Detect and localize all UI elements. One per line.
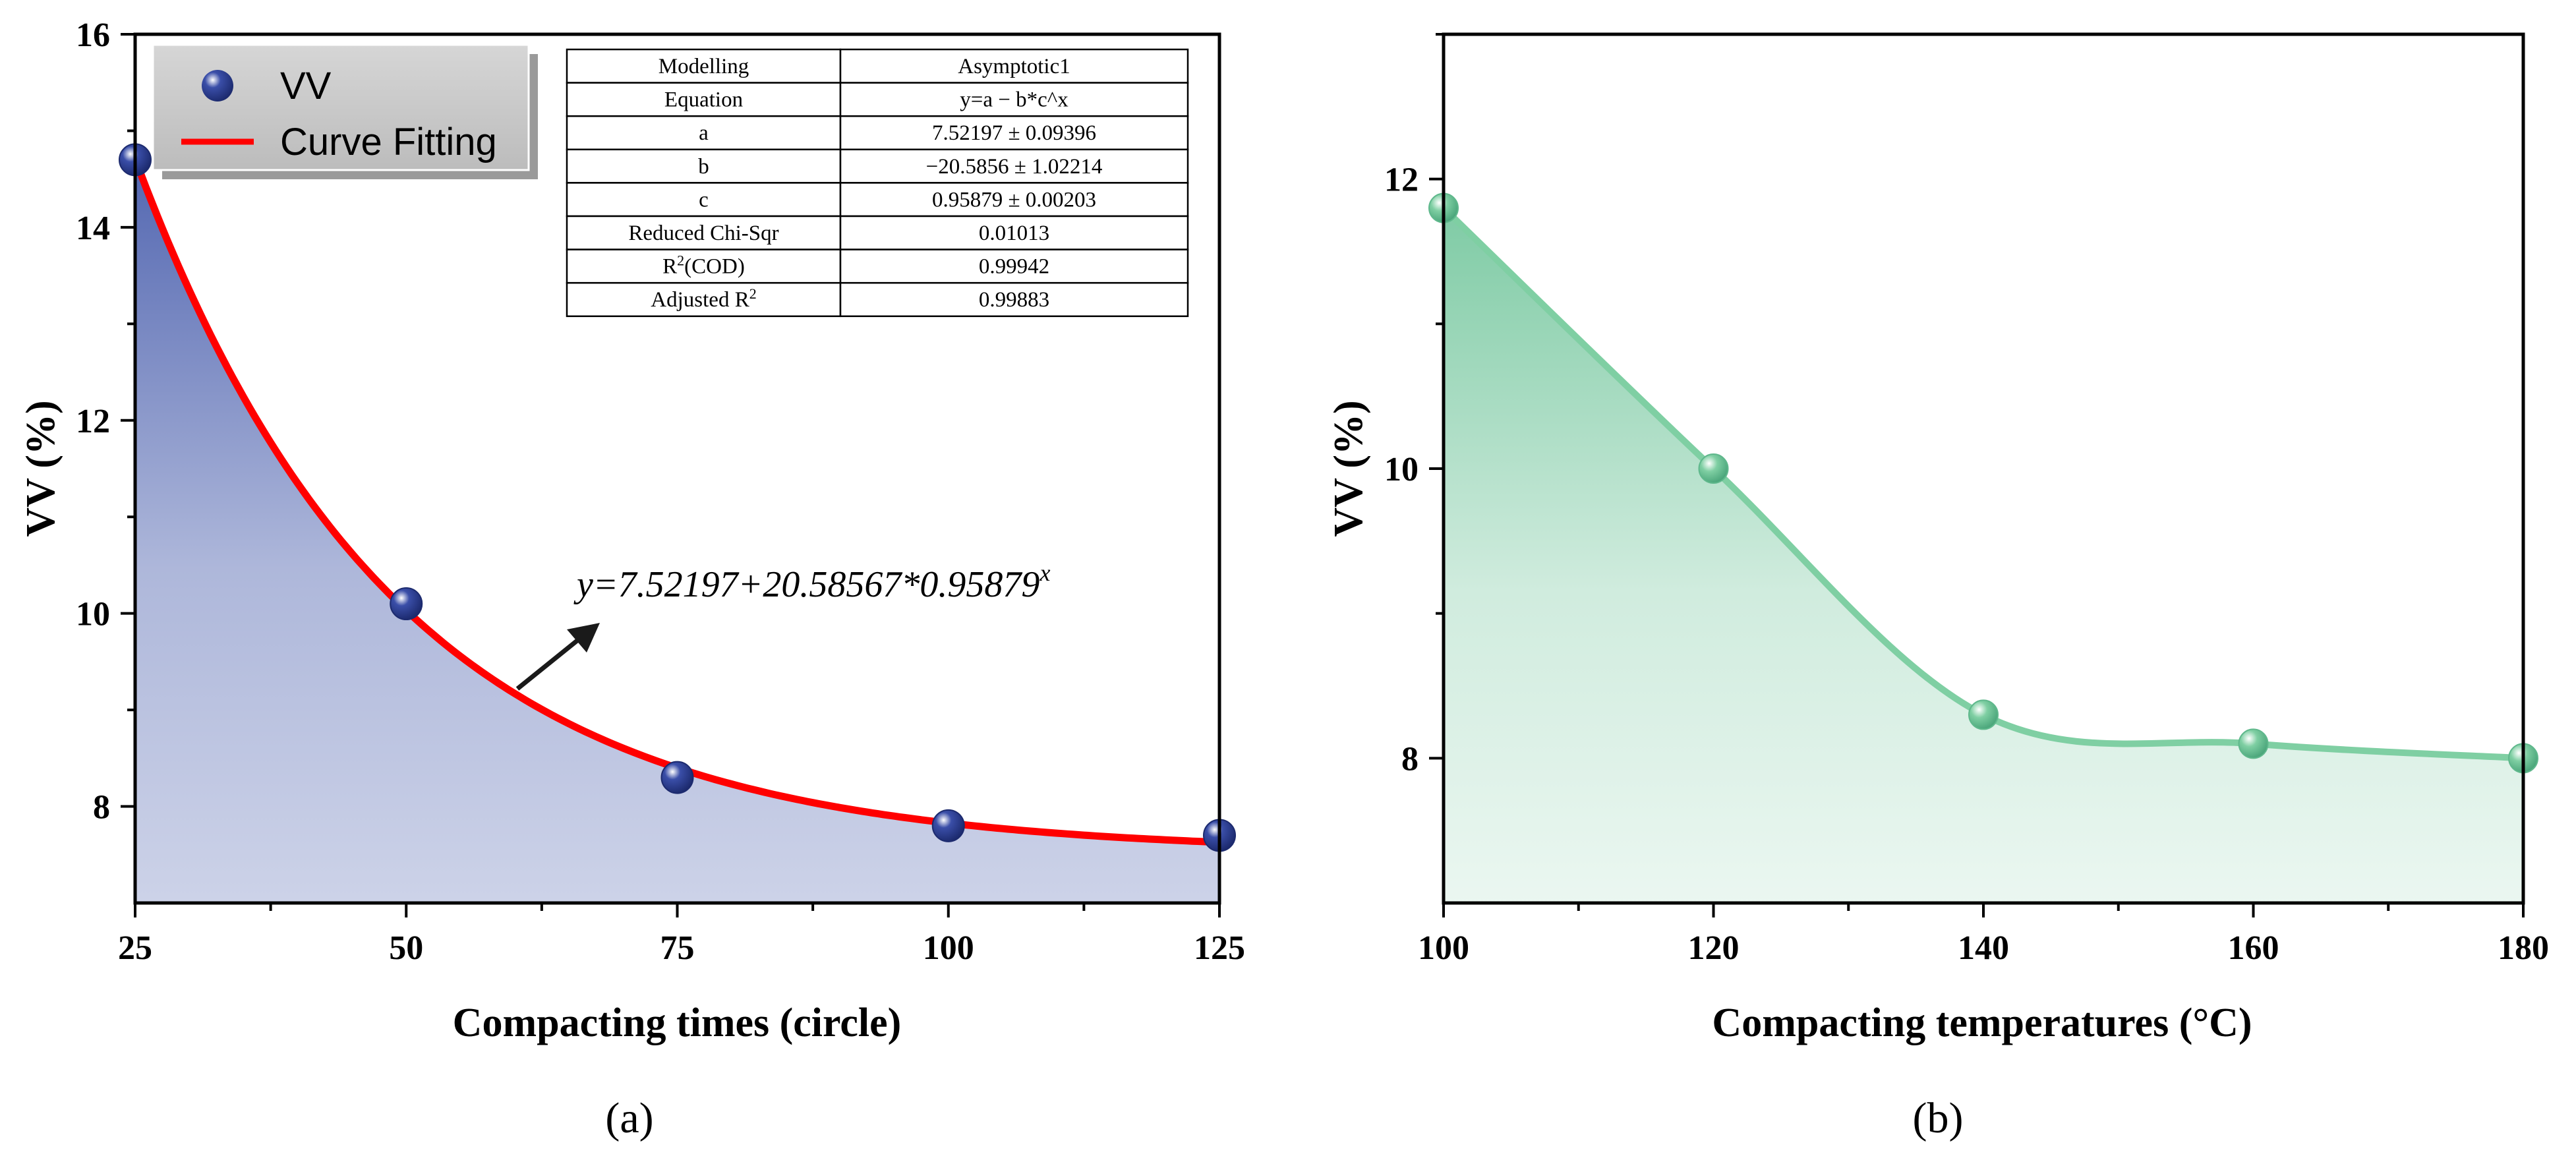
y-tick-label-b: 12	[1384, 161, 1419, 199]
x-tick-labels-b: 100 120 140 160 180	[1418, 929, 2549, 967]
y-tick-label-a: 14	[76, 210, 110, 247]
equation-text: y=7.52197+20.58567*0.95879x	[573, 560, 1050, 605]
points-a	[119, 143, 1236, 852]
table-label: R2(COD)	[662, 252, 745, 279]
table-value: Asymptotic1	[958, 55, 1070, 78]
area-fill-a	[135, 158, 1219, 903]
y-axis-label-b: VV (%)	[1326, 400, 1371, 537]
table-label: b	[698, 155, 709, 179]
table-value: 0.99942	[979, 255, 1049, 279]
data-point-b	[1698, 453, 1729, 484]
legend-box	[152, 44, 530, 171]
data-point-a	[660, 761, 694, 794]
table-label: c	[699, 188, 709, 212]
x-tick-label-b: 180	[2498, 929, 2549, 967]
y-tick-label-b: 10	[1384, 451, 1419, 488]
x-tick-label-a: 50	[389, 929, 423, 967]
y-tick-label-a: 10	[76, 596, 110, 633]
table-cell	[566, 148, 842, 184]
table-value: y=a − b*c^x	[960, 88, 1068, 112]
x-tick-label-a: 125	[1194, 929, 1245, 967]
y-tick-label-a: 16	[76, 16, 110, 54]
annotation-arrow-head	[567, 623, 600, 653]
table-cell	[839, 48, 1189, 84]
x-axis-label-a: Compacting times (circle)	[453, 1001, 902, 1045]
x-tick-labels-a: 25 50 75 100 125	[118, 929, 1245, 967]
x-tick-label-b: 160	[2228, 929, 2279, 967]
table-cell	[839, 82, 1189, 117]
fit-table: Modelling Asymptotic1 Equation y=a − b*c^x a…	[566, 48, 1189, 318]
data-point-b	[2238, 728, 2269, 759]
table-cell	[839, 281, 1189, 318]
annotation-arrow-shaft	[515, 637, 581, 691]
equation-annotation: y=7.52197+20.58567*0.95879x	[515, 560, 1050, 691]
table-value: −20.5856 ± 1.02214	[926, 155, 1103, 179]
y-tick-label-b: 8	[1401, 740, 1419, 778]
x-tick-label-a: 75	[660, 929, 695, 967]
table-value: 0.01013	[979, 221, 1049, 245]
points-b	[1428, 192, 2538, 774]
y-tick-label-a: 8	[93, 789, 110, 827]
x-tick-label-b: 100	[1418, 929, 1469, 967]
table-cell	[839, 148, 1189, 184]
table-cell	[566, 248, 842, 284]
table-cell	[566, 281, 842, 318]
legend-label-fit: Curve Fitting	[280, 121, 497, 163]
table-cell	[566, 215, 842, 250]
data-point-b	[1968, 699, 1999, 730]
chart-panel-a: 25 50 75 100 125 8 10 12 14 16 Compacting times …	[18, 16, 1245, 1142]
x-tick-label-a: 100	[923, 929, 974, 967]
legend-label-vv: VV	[280, 65, 332, 107]
y-axis-label-a: VV (%)	[18, 400, 63, 537]
legend-a: VV Curve Fitting	[152, 44, 538, 179]
y-tick-label-a: 12	[76, 403, 110, 440]
x-tick-label-b: 140	[1958, 929, 2009, 967]
y-tick-labels-b: 8 10 12	[1384, 161, 1419, 778]
table-value: 7.52197 ± 0.09396	[932, 121, 1096, 145]
table-label: Adjusted R2	[651, 285, 756, 312]
table-label: Reduced Chi-Sqr	[628, 221, 778, 245]
caption-a: (a)	[605, 1094, 653, 1142]
data-point-a	[390, 587, 423, 621]
series-line-b	[1441, 206, 2524, 762]
table-value: 0.95879 ± 0.00203	[932, 188, 1096, 212]
table-value: 0.99883	[979, 288, 1049, 312]
table-label: Modelling	[659, 55, 749, 78]
table-cell	[839, 182, 1189, 218]
plot-frame-b	[1442, 32, 2525, 905]
table-cell	[839, 215, 1189, 250]
area-fill-b	[1444, 208, 2523, 904]
x-tick-label-a: 25	[118, 929, 152, 967]
y-tick-labels-a: 8 10 12 14 16	[76, 16, 110, 827]
legend-marker-vv	[202, 70, 233, 102]
plot-frame-a	[133, 32, 1221, 905]
x-axis-label-b: Compacting temperatures (°C)	[1712, 1001, 2252, 1045]
data-point-a	[931, 809, 965, 842]
caption-b: (b)	[1913, 1094, 1964, 1142]
table-label: a	[699, 121, 709, 145]
table-label: Equation	[664, 88, 743, 112]
chart-panel-b: 100 120 140 160 180 8 10 12 Compacting tempera…	[1326, 32, 2549, 1142]
x-tick-label-b: 120	[1688, 929, 1740, 967]
table-cell	[839, 115, 1189, 151]
ticks-b	[1429, 33, 2525, 917]
table-cell	[566, 182, 842, 218]
